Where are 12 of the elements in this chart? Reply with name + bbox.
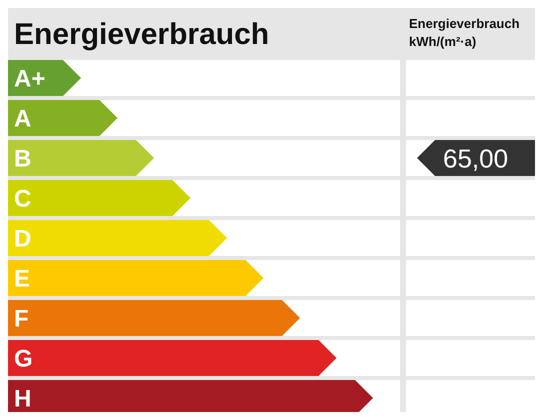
y-tick-label: H (14, 386, 32, 413)
y-tick-label: A (14, 106, 32, 133)
y-tick-label: B (14, 146, 32, 173)
text: 65,00 (443, 143, 508, 174)
text: Energieverbrauch kWh/(m²·a) (409, 16, 520, 49)
y-tick-label: E (14, 266, 30, 293)
y-tick-label: D (14, 226, 32, 253)
y-tick-label: G (14, 346, 33, 373)
y-tick-label: F (14, 306, 29, 333)
y-tick-label: C (14, 186, 32, 213)
chart-title: Energieverbrauch (14, 18, 270, 51)
y-tick-label: A+ (14, 66, 46, 93)
